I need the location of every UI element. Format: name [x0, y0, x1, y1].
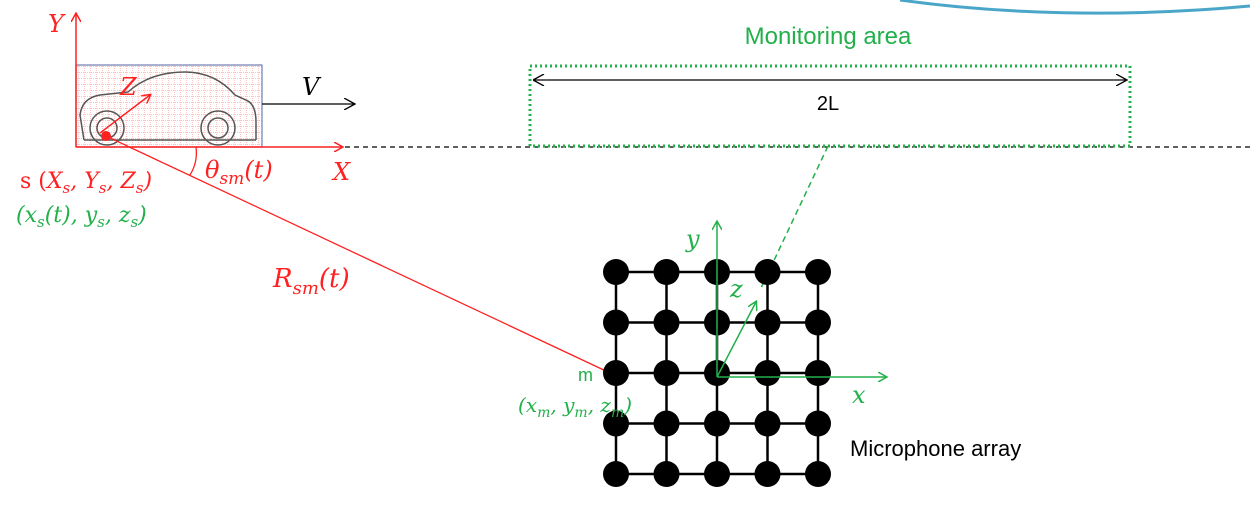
microphone-dot [603, 410, 629, 437]
X-axis-label: X [331, 158, 351, 186]
coord-part: Z [119, 169, 136, 194]
coord-part: x [25, 203, 38, 228]
microphone-dot [805, 360, 831, 386]
mic-point-label: m [578, 365, 593, 385]
coord-part: ) [142, 169, 152, 194]
microphone-dot [805, 309, 831, 336]
y-axis-label: y [685, 225, 700, 253]
coord-part: , [70, 169, 84, 194]
microphone-dot [754, 259, 781, 285]
theta-angle-arc [189, 146, 198, 176]
microphone-dot [653, 410, 680, 437]
coord-part: x [526, 393, 537, 417]
microphone-dot [754, 360, 781, 386]
microphone-dot [805, 259, 831, 285]
microphone-dot [653, 360, 680, 386]
microphone-dot [704, 410, 730, 437]
microphone-array-label: Microphone array [850, 436, 1021, 461]
coord-part: , [588, 393, 601, 417]
x-axis-label: x [852, 381, 866, 409]
microphone-dot [603, 309, 629, 336]
coord-part: ( [518, 393, 527, 417]
source-global-coordinates: s (Xs, Ys, Zs) [20, 169, 152, 197]
coord-part: s ( [20, 169, 47, 194]
monitoring-area-label: Monitoring area [745, 23, 912, 50]
coord-part: s [99, 179, 107, 197]
velocity-label: V [302, 73, 322, 101]
coord-part: s [63, 179, 71, 197]
mic-coordinates: (xm, ym, zm) [518, 393, 632, 421]
coord-part: Y [84, 169, 101, 194]
coord-part: s [37, 213, 45, 231]
coord-part: (t), [45, 203, 85, 228]
source-local-coordinates: (xs(t), ys, zs) [16, 203, 147, 231]
Z-axis-line [99, 95, 150, 134]
microphone-dot [754, 461, 781, 487]
microphone-dot [653, 309, 680, 336]
microphone-dot [754, 410, 781, 437]
microphone-dot [754, 309, 781, 336]
coord-part: s [97, 213, 105, 231]
microphone-dot [603, 461, 629, 487]
coord-part: z [118, 203, 131, 228]
z-axis-line [716, 302, 756, 378]
coord-part: z [599, 393, 611, 417]
coord-part: s [136, 179, 144, 197]
coord-part: y [562, 393, 575, 417]
coord-part: , [106, 169, 120, 194]
microphone-dot [603, 259, 629, 285]
coord-part: , [105, 203, 119, 228]
microphone-dot [805, 461, 831, 487]
Z-axis-label: Z [119, 73, 138, 101]
microphone-dot [653, 461, 680, 487]
microphone-dot [603, 360, 629, 386]
car-icon [79, 71, 257, 146]
microphone-dot [704, 461, 730, 487]
coord-part: m [537, 405, 550, 421]
span-label: 2L [817, 93, 839, 115]
monitoring-area-box [528, 64, 1132, 148]
source-to-mic-line [105, 135, 609, 373]
coord-part: , [550, 393, 563, 417]
coord-part: m [574, 405, 587, 421]
theta-label: θsm(t) [205, 156, 273, 189]
coord-part: m [611, 405, 624, 421]
coord-part: ( [16, 203, 25, 228]
decorative-corner-curve [899, 0, 1250, 15]
R-distance-label: Rsm(t) [272, 264, 350, 299]
coord-part: y [84, 203, 98, 228]
coord-part: s [130, 213, 138, 231]
microphone-dot [805, 410, 831, 437]
coord-part: ) [623, 393, 632, 417]
microphone-dot [653, 259, 680, 285]
coord-part: X [45, 169, 64, 194]
Y-axis-label: Y [48, 10, 66, 38]
coord-part: ) [137, 203, 147, 228]
z-axis-label: z [729, 275, 743, 303]
